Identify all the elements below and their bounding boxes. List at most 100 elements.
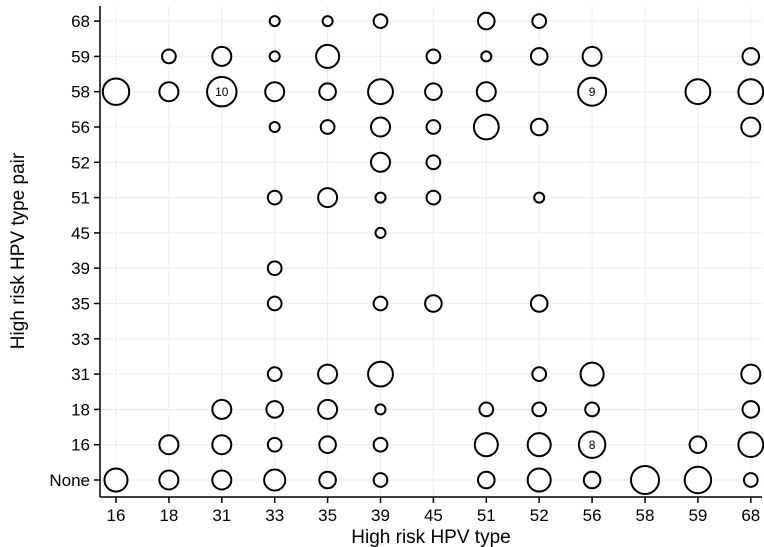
bubble-point	[211, 45, 233, 67]
x-tick-label: 16	[107, 506, 126, 525]
y-tick-label: 18	[71, 400, 90, 419]
y-tick-label: 31	[71, 365, 90, 384]
bubble-point	[526, 467, 552, 493]
x-tick-label: 45	[424, 506, 443, 525]
x-axis-title: High risk HPV type	[351, 527, 510, 547]
bubble-point	[531, 366, 548, 382]
bubble-point	[740, 116, 762, 138]
x-tick-label: 52	[530, 506, 549, 525]
bubble-point	[531, 13, 548, 29]
bubble-point	[206, 75, 238, 108]
bubble-point	[158, 469, 180, 491]
bubble-point	[478, 401, 495, 418]
y-tick-label: 39	[71, 259, 90, 278]
bubble-point	[581, 45, 603, 67]
bubble-point	[318, 470, 337, 490]
bubble-point	[263, 468, 287, 492]
y-tick-label: 33	[71, 330, 90, 349]
y-tick-label: None	[49, 471, 90, 490]
bubble-point	[425, 189, 442, 206]
bubble-point	[425, 154, 442, 171]
bubble-point	[477, 11, 496, 31]
x-tick-label: 51	[477, 506, 496, 525]
bubbles: 10 9 8	[101, 11, 764, 495]
bubble-point	[475, 81, 497, 103]
bubble-count-label: 10	[215, 85, 229, 99]
y-tick-label: 51	[71, 189, 90, 208]
bubble-point	[688, 435, 708, 454]
y-tick-label: 59	[71, 47, 90, 66]
x-tick-label: 56	[583, 506, 602, 525]
axes: 16 18 31 33 35 39 45 51 52 56 58 59 68 None 16 18 31 33 35…	[49, 6, 762, 525]
bubble-point	[266, 295, 283, 312]
bubble-point	[533, 191, 546, 204]
bubble-point	[740, 363, 762, 385]
bubble-point	[211, 434, 233, 456]
bubble-point	[268, 15, 281, 28]
bubble-point	[683, 465, 713, 495]
bubble-point	[424, 294, 443, 313]
bubble-point	[374, 191, 387, 204]
x-tick-label: 68	[741, 506, 760, 525]
x-tick-label: 33	[265, 506, 284, 525]
bubble-point	[742, 472, 759, 488]
bubble-point	[529, 294, 549, 313]
x-tick-label: 18	[159, 506, 178, 525]
bubble-point	[161, 48, 177, 65]
bubble-point	[315, 43, 341, 69]
bubble-point	[317, 363, 339, 385]
bubble-point	[372, 472, 389, 488]
x-tick-label: 31	[212, 506, 231, 525]
bubble-point	[103, 467, 129, 493]
y-tick-label: 35	[71, 295, 90, 314]
bubble-point	[579, 361, 605, 387]
y-tick-label: 45	[71, 224, 90, 243]
bubble-point	[741, 47, 761, 66]
bubble-point	[372, 436, 389, 453]
bubble-point	[158, 434, 180, 456]
bubble-point	[531, 401, 548, 418]
bubble-point	[158, 81, 180, 103]
x-tick-label: 58	[636, 506, 655, 525]
bubble-point	[264, 81, 286, 103]
bubble-point	[741, 400, 761, 419]
bubble-point	[630, 465, 660, 495]
bubble-point	[319, 119, 336, 135]
bubble-point	[367, 360, 394, 388]
y-tick-label: 56	[71, 118, 90, 137]
bubble-point	[477, 470, 496, 490]
bubble-point	[266, 366, 283, 382]
y-tick-label: 52	[71, 153, 90, 172]
bubble-point	[367, 78, 394, 106]
y-axis-title: High risk HPV type pair	[8, 152, 29, 349]
y-tick-label: 58	[71, 83, 90, 102]
bubble-point	[370, 116, 391, 138]
x-tick-label: 35	[318, 506, 337, 525]
x-tick-label: 39	[371, 506, 390, 525]
bubble-point	[472, 113, 500, 141]
x-tick-label: 59	[688, 506, 707, 525]
bubble-point	[473, 432, 499, 458]
bubble-count-label: 8	[589, 438, 596, 452]
bubble-point	[318, 82, 337, 101]
bubble-point	[268, 50, 281, 63]
bubble-point	[424, 82, 443, 101]
bubble-point	[372, 295, 389, 312]
y-tick-label: 68	[71, 12, 90, 31]
bubble-point	[374, 403, 387, 416]
bubble-point	[425, 119, 442, 135]
bubble-point	[374, 226, 387, 239]
y-tick-label: 16	[71, 436, 90, 455]
bubble-point	[582, 470, 602, 490]
bubble-point	[737, 78, 764, 106]
bubble-point	[101, 77, 131, 106]
bubble-point	[372, 13, 389, 29]
bubble-point	[529, 47, 549, 66]
bubble-count-label: 9	[589, 85, 596, 99]
bubble-point	[684, 78, 712, 106]
bubble-point	[268, 121, 281, 133]
bubble-point	[317, 187, 339, 209]
bubble-point	[317, 398, 339, 420]
bubble-point	[265, 400, 284, 419]
